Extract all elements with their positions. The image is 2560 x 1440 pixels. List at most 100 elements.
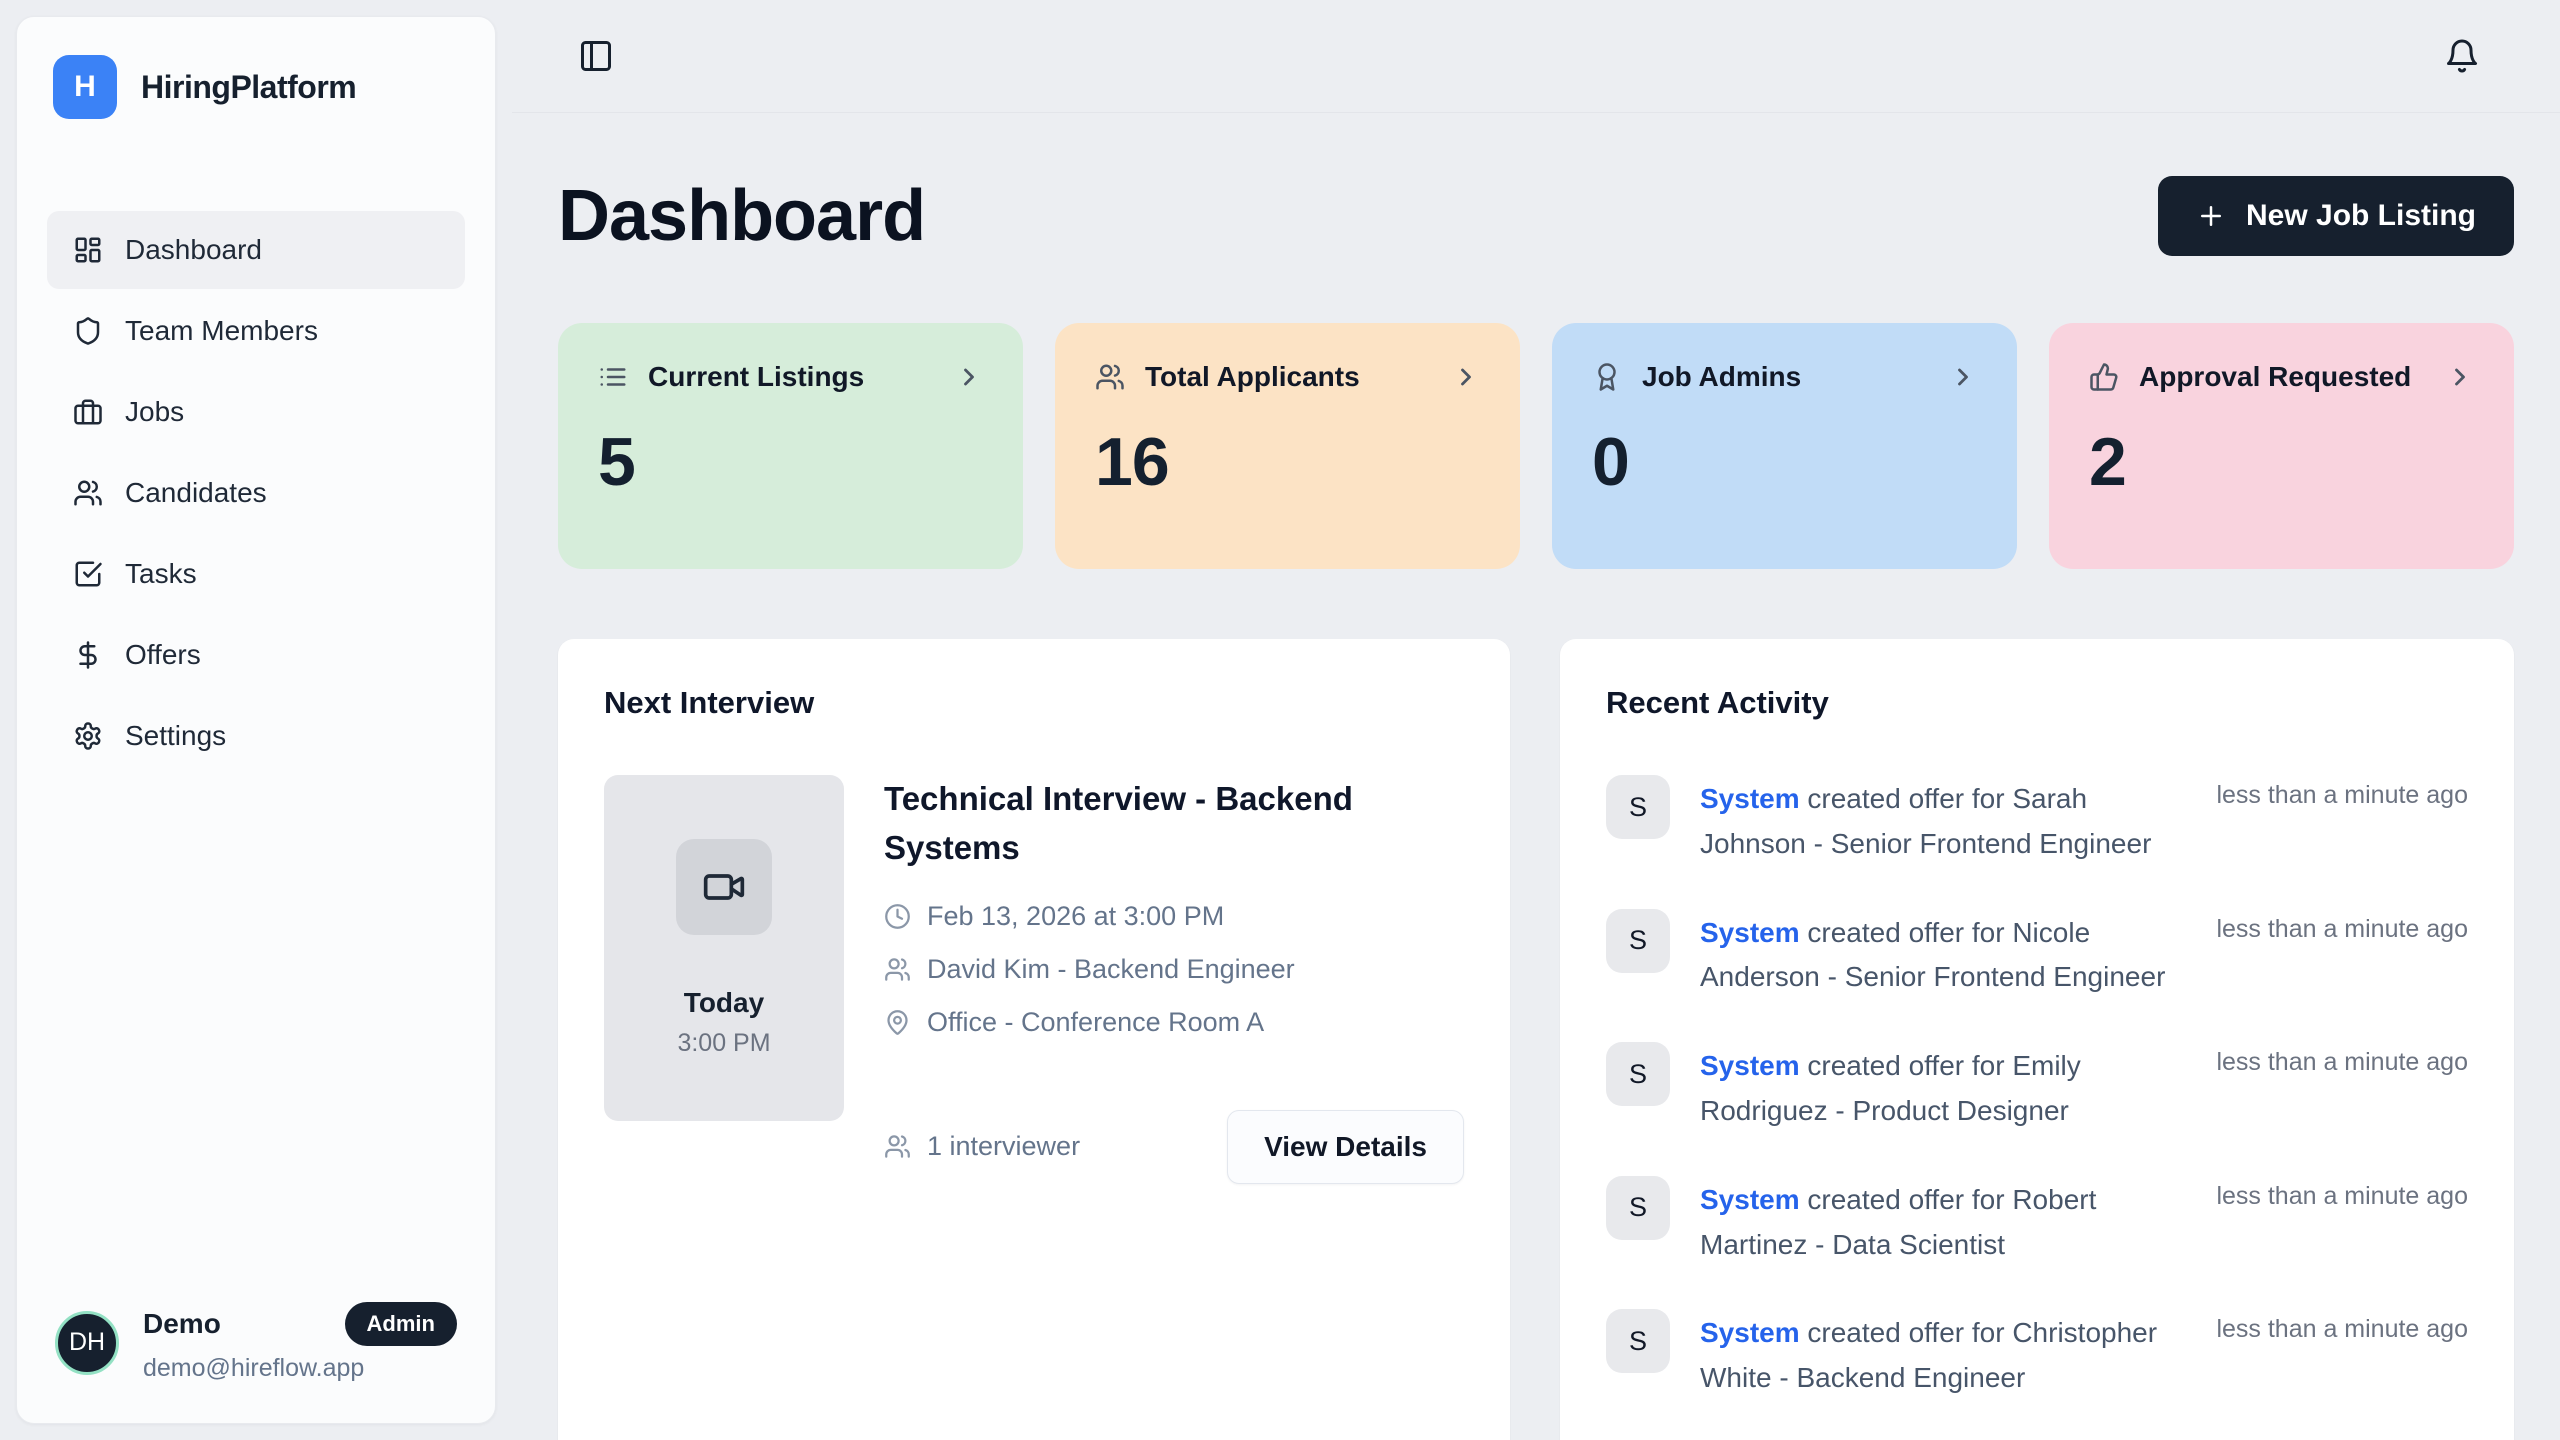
check-square-icon	[75, 561, 102, 587]
activity-timestamp: less than a minute ago	[2216, 1048, 2468, 1077]
activity-text: created offer for Emily Rodriguez - Prod…	[1700, 1050, 2081, 1126]
activity-avatar: S	[1606, 1042, 1670, 1107]
view-details-button[interactable]: View Details	[1227, 1109, 1464, 1184]
stat-card-approval-requested[interactable]: Approval Requested 2	[2049, 323, 2514, 569]
video-icon	[676, 838, 772, 935]
stat-card-job-admins[interactable]: Job Admins 0	[1552, 323, 2017, 569]
sidebar-item-offers[interactable]: Offers	[47, 616, 465, 694]
panel-left-icon	[581, 41, 611, 71]
shield-icon	[76, 317, 100, 345]
plus-icon	[2200, 206, 2221, 226]
activity-text: created offer for Robert Martinez - Data…	[1700, 1183, 2097, 1260]
activity-text: created offer for Christopher White - Ba…	[1700, 1317, 2158, 1394]
users-icon	[885, 957, 910, 981]
activity-actor[interactable]: System	[1700, 1317, 1800, 1349]
activity-avatar: S	[1606, 775, 1670, 839]
notifications-button[interactable]	[2436, 30, 2488, 82]
sidebar-item-jobs[interactable]: Jobs	[47, 373, 465, 451]
activity-timestamp: less than a minute ago	[2216, 1181, 2468, 1210]
stat-label: Total Applicants	[1145, 361, 1360, 392]
stat-value: 0	[1592, 424, 1630, 500]
sidebar-item-label: Candidates	[125, 477, 267, 508]
stat-value: 16	[1095, 424, 1170, 500]
gear-icon	[75, 722, 101, 750]
chevron-right-icon	[1452, 363, 1480, 391]
stat-label: Approval Requested	[2139, 361, 2412, 392]
activity-item: S System created offer for Robert Martin…	[1606, 1175, 2468, 1268]
activity-actor[interactable]: System	[1700, 916, 1800, 948]
sidebar-nav: Dashboard Team Members Jobs Candidates T…	[47, 211, 465, 775]
interview-day: Today	[683, 986, 765, 1018]
dashboard-grid-icon	[75, 237, 101, 263]
stat-value: 5	[598, 424, 636, 500]
chevron-right-icon	[955, 363, 983, 391]
list-icon	[600, 368, 626, 386]
interview-location: Office - Conference Room A	[927, 1006, 1265, 1037]
interview-job-title: Technical Interview - Backend Systems	[884, 780, 1353, 866]
new-job-listing-label: New Job Listing	[2245, 199, 2476, 232]
interviewer-count: 1 interviewer	[927, 1131, 1081, 1162]
topbar	[512, 0, 2560, 113]
clock-icon	[885, 903, 910, 929]
activity-timestamp: less than a minute ago	[2216, 914, 2468, 943]
users-icon	[1096, 364, 1124, 390]
sidebar-item-settings[interactable]: Settings	[47, 697, 465, 775]
sidebar-item-label: Jobs	[125, 396, 185, 427]
content: Dashboard New Job Listing Current Listin…	[512, 113, 2560, 1440]
thumbs-up-icon	[2090, 363, 2118, 391]
next-interview-title: Next Interview	[604, 685, 815, 720]
activity-item: S System created offer for Sarah Johnson…	[1606, 775, 2468, 867]
main-area: Dashboard New Job Listing Current Listin…	[512, 0, 2560, 1440]
activity-avatar: S	[1606, 1309, 1670, 1374]
sidebar-toggle-button[interactable]	[570, 30, 622, 82]
next-interview-card: Next Interview Today 3:00 PM Technical I…	[558, 639, 1510, 1440]
activity-text: created offer for Sarah Johnson - Senior…	[1700, 783, 2152, 859]
activity-actor[interactable]: System	[1700, 1050, 1800, 1082]
map-pin-icon	[887, 1009, 908, 1035]
user-meta: Demo Admin demo@hireflow.app	[143, 1302, 457, 1383]
activity-item: S System created offer for Christopher W…	[1606, 1309, 2468, 1401]
stat-label: Job Admins	[1642, 361, 1802, 392]
award-icon	[1598, 363, 1616, 391]
new-job-listing-button[interactable]: New Job Listing	[2157, 176, 2514, 256]
sidebar-item-label: Settings	[125, 720, 227, 751]
activity-avatar: S	[1606, 1175, 1670, 1240]
role-badge: Admin	[344, 1302, 457, 1346]
sidebar-item-label: Team Members	[125, 315, 318, 346]
activity-avatar: S	[1606, 908, 1670, 973]
user-name: Demo	[143, 1308, 221, 1339]
users-icon	[74, 480, 102, 506]
activity-timestamp: less than a minute ago	[2216, 1315, 2468, 1344]
sidebar-item-label: Dashboard	[125, 234, 262, 265]
chevron-right-icon	[2446, 363, 2474, 391]
stat-card-total-applicants[interactable]: Total Applicants 16	[1055, 323, 1520, 569]
activity-timestamp: less than a minute ago	[2216, 781, 2468, 809]
briefcase-icon	[74, 399, 102, 425]
interview-datetime: Feb 13, 2026 at 3:00 PM	[927, 900, 1225, 931]
bell-icon	[2447, 39, 2477, 73]
sidebar-item-label: Tasks	[125, 558, 197, 589]
activity-item: S System created offer for Nicole Anders…	[1606, 908, 2468, 1001]
avatar: DH	[55, 1310, 119, 1375]
users-icon	[885, 1135, 910, 1158]
activity-actor[interactable]: System	[1700, 1183, 1800, 1215]
page-title: Dashboard	[558, 176, 926, 256]
user-profile[interactable]: DH Demo Admin demo@hireflow.app	[47, 1302, 465, 1383]
sidebar-item-tasks[interactable]: Tasks	[47, 535, 465, 613]
activity-item: S System created offer for Emily Rodrigu…	[1606, 1042, 2468, 1134]
activity-text: created offer for Nicole Anderson - Seni…	[1700, 916, 2166, 993]
sidebar-item-label: Offers	[125, 639, 201, 670]
app-name: HiringPlatform	[141, 68, 357, 105]
sidebar-item-dashboard[interactable]: Dashboard	[47, 211, 465, 289]
stat-value: 2	[2089, 424, 2127, 500]
stat-card-current-listings[interactable]: Current Listings 5	[558, 323, 1023, 569]
dollar-icon	[79, 641, 97, 669]
interview-time: 3:00 PM	[677, 1028, 771, 1057]
stat-label: Current Listings	[648, 361, 865, 392]
interview-person: David Kim - Backend Engineer	[927, 953, 1295, 984]
sidebar-item-team-members[interactable]: Team Members	[47, 292, 465, 370]
activity-actor[interactable]: System	[1700, 783, 1800, 814]
recent-activity-title: Recent Activity	[1606, 685, 1829, 720]
sidebar-item-candidates[interactable]: Candidates	[47, 454, 465, 532]
chevron-right-icon	[1949, 363, 1977, 391]
